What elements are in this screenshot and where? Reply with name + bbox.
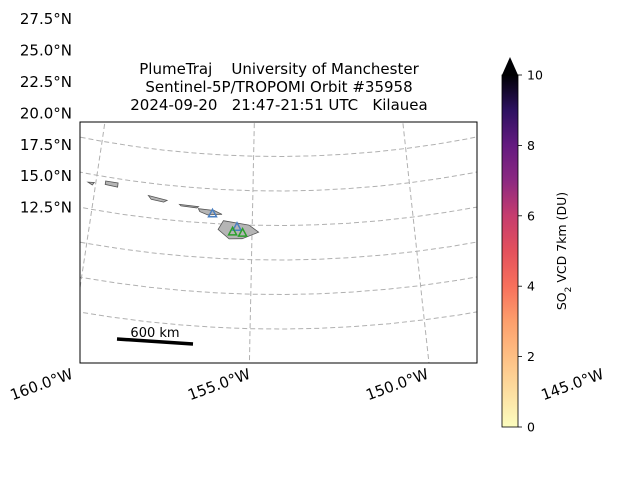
title-line-1: PlumeTraj University of Manchester bbox=[139, 60, 419, 78]
lon-tick-label: 155.0°W bbox=[185, 365, 253, 404]
lat-gridline bbox=[80, 311, 477, 330]
volcano-marker bbox=[231, 221, 243, 231]
lon-gridline bbox=[248, 122, 255, 363]
lat-gridline bbox=[80, 136, 477, 158]
colorbar-tick-label: 6 bbox=[527, 208, 535, 223]
colorbar: 0 2 4 6 8 10 SO2 VCD 7km (DU) bbox=[501, 57, 574, 435]
lat-tick-label: 12.5°N bbox=[20, 199, 72, 217]
lat-gridline bbox=[80, 206, 477, 227]
lon-tick-label: 145.0°W bbox=[539, 365, 607, 404]
colorbar-tick-label: 0 bbox=[527, 420, 535, 435]
gridlines bbox=[80, 38, 620, 385]
lon-tick-label: 160.0°W bbox=[8, 365, 76, 404]
lat-tick-label: 15.0°N bbox=[20, 167, 72, 185]
colorbar-ticks: 0 2 4 6 8 10 bbox=[518, 68, 543, 435]
colorbar-gradient bbox=[501, 74, 519, 428]
molokai-island bbox=[178, 203, 200, 209]
lon-gridline bbox=[402, 122, 430, 363]
oahu-island bbox=[147, 194, 169, 203]
colorbar-tick-label: 2 bbox=[527, 349, 535, 364]
latitude-tick-labels: 12.5°N 15.0°N 17.5°N 20.0°N 22.5°N 25.0°N 27.5… bbox=[20, 10, 72, 217]
colorbar-tick-label: 4 bbox=[527, 279, 535, 294]
lat-tick-label: 22.5°N bbox=[20, 73, 72, 91]
scale-bar: 600 km bbox=[116, 326, 194, 346]
lat-tick-label: 20.0°N bbox=[20, 104, 72, 122]
lon-tick-label: 150.0°W bbox=[363, 365, 431, 404]
longitude-tick-labels: 170.0°W165.0°W160.0°W155.0°W150.0°W145.0… bbox=[8, 365, 607, 404]
lat-gridline bbox=[80, 171, 477, 192]
volcano-marker bbox=[237, 227, 248, 237]
lon-gridline bbox=[536, 38, 620, 385]
lat-tick-label: 17.5°N bbox=[20, 136, 72, 154]
title-line-2: Sentinel-5P/TROPOMI Orbit #35958 bbox=[145, 78, 413, 96]
volcano-markers bbox=[207, 207, 248, 237]
lat-tick-label: 25.0°N bbox=[20, 42, 72, 60]
colorbar-extend-arrow bbox=[502, 57, 518, 75]
kauai-island bbox=[104, 180, 119, 188]
scale-bar-label: 600 km bbox=[130, 326, 179, 341]
scale-bar-line bbox=[116, 337, 194, 346]
lat-tick-label: 27.5°N bbox=[20, 10, 72, 28]
volcano-marker bbox=[227, 225, 238, 236]
lat-gridline bbox=[80, 276, 477, 296]
colorbar-tick-label: 10 bbox=[527, 68, 543, 83]
lon-gridline bbox=[80, 122, 106, 292]
map-frame bbox=[79, 121, 478, 364]
lat-gridline bbox=[248, 122, 309, 123]
map-area bbox=[80, 38, 620, 385]
volcano-marker bbox=[207, 207, 218, 218]
title-line-3: 2024-09-20 21:47-21:51 UTC Kilauea bbox=[130, 96, 428, 114]
niihau-island bbox=[86, 181, 96, 186]
lat-gridline bbox=[80, 241, 477, 261]
colorbar-tick-label: 8 bbox=[527, 138, 535, 153]
colorbar-label: SO2 VCD 7km (DU) bbox=[554, 192, 574, 310]
